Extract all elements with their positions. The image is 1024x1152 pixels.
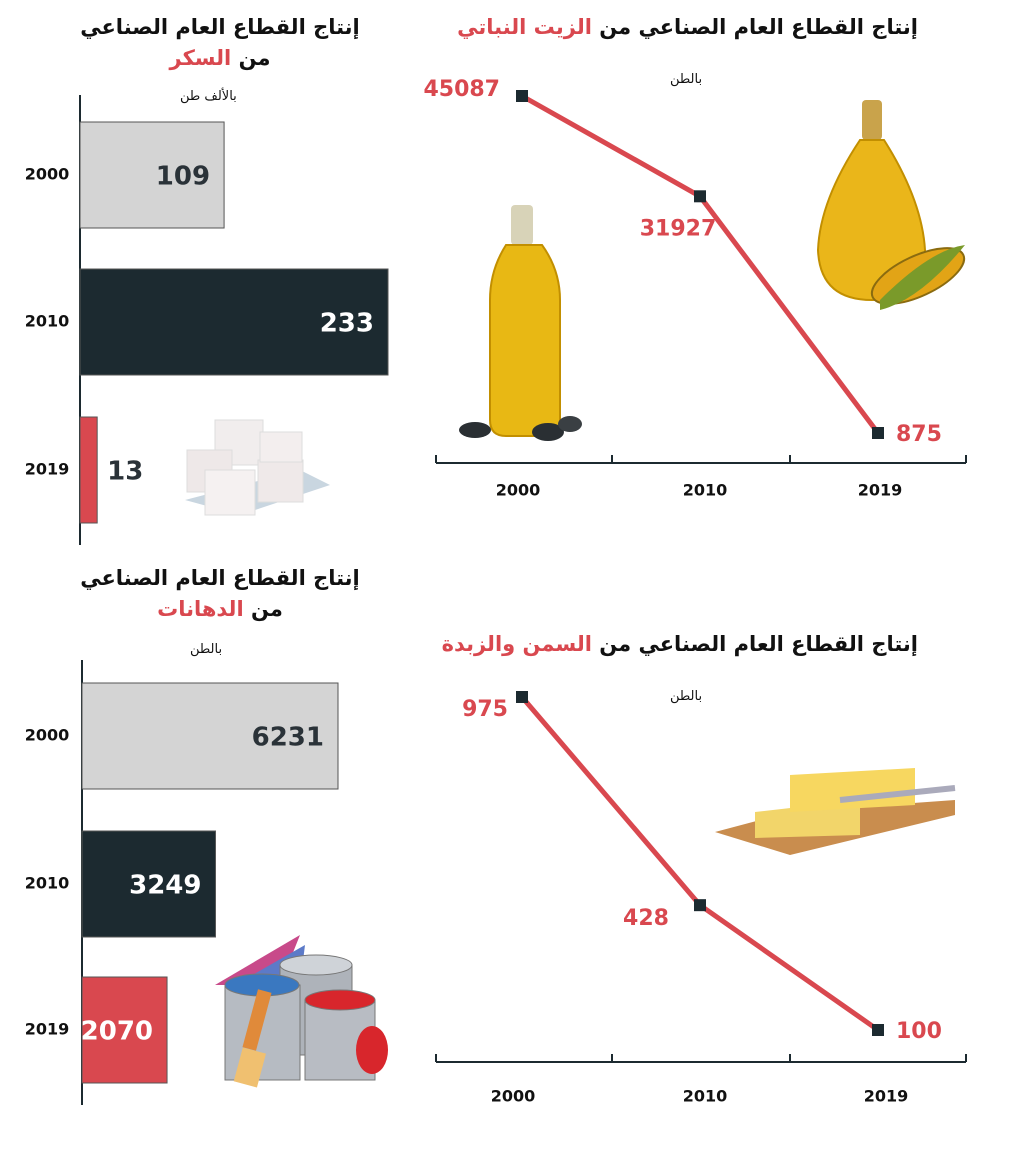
- value-label: 100: [896, 1019, 942, 1044]
- chart-title: إنتاج القطاع العام الصناعي من السمن والز…: [398, 629, 918, 660]
- bar: [81, 976, 168, 1084]
- unit: بالطن: [190, 642, 223, 657]
- line: [520, 695, 880, 1033]
- title-highlight: السكر: [169, 46, 232, 70]
- value-label: 13: [107, 457, 143, 487]
- x-tick-label: 2019: [858, 481, 903, 500]
- bar: [79, 268, 389, 376]
- point: [694, 899, 706, 912]
- point: [516, 90, 528, 102]
- value-label: 109: [156, 162, 210, 192]
- unit: بالألف طن: [180, 89, 237, 104]
- value-label: 6231: [252, 723, 324, 753]
- title-text: إنتاج القطاع العام الصناعي من: [599, 632, 918, 656]
- point: [872, 427, 884, 439]
- y-tick-label: 2010: [25, 874, 70, 893]
- value-label: 31927: [640, 216, 717, 241]
- title-highlight: الزيت النباتي: [457, 15, 592, 39]
- value-label: 2070: [81, 1017, 153, 1047]
- x-tick-label: 2019: [864, 1087, 909, 1106]
- value-label: 3249: [129, 871, 201, 901]
- bar: [79, 416, 98, 524]
- point: [694, 190, 706, 203]
- value-label: 875: [896, 422, 942, 447]
- chart-title: إنتاج القطاع العام الصناعي من السكر: [70, 12, 370, 74]
- title-text: إنتاج القطاع العام الصناعي من: [80, 15, 360, 70]
- y-tick-label: 2019: [25, 1020, 70, 1039]
- title-highlight: الدهانات: [157, 597, 244, 621]
- x-tick-label: 2000: [496, 481, 541, 500]
- y-tick-label: 2010: [25, 312, 70, 331]
- chart-title: إنتاج القطاع العام الصناعي من الدهانات: [70, 563, 370, 625]
- x-tick-label: 2010: [683, 481, 728, 500]
- value-label: 428: [623, 906, 669, 931]
- y-tick-label: 2000: [25, 726, 70, 745]
- unit: بالطن: [670, 72, 703, 87]
- bar: [81, 682, 339, 790]
- value-label: 975: [462, 697, 508, 722]
- chart-title: إنتاج القطاع العام الصناعي من الزيت النب…: [398, 12, 918, 43]
- x-tick-label: 2000: [491, 1087, 536, 1106]
- bar: [79, 121, 225, 229]
- bar: [81, 830, 216, 938]
- point: [516, 691, 528, 703]
- unit: بالطن: [670, 689, 703, 704]
- x-tick-label: 2010: [683, 1087, 728, 1106]
- value-label: 45087: [423, 77, 500, 102]
- y-tick-label: 2000: [25, 165, 70, 184]
- decor: [185, 100, 966, 1088]
- y-tick-label: 2019: [25, 460, 70, 479]
- title-highlight: السمن والزبدة: [441, 632, 592, 656]
- title-text: إنتاج القطاع العام الصناعي من: [599, 15, 918, 39]
- value-label: 233: [320, 309, 374, 339]
- title-text: إنتاج القطاع العام الصناعي من: [80, 566, 360, 621]
- point: [872, 1024, 884, 1036]
